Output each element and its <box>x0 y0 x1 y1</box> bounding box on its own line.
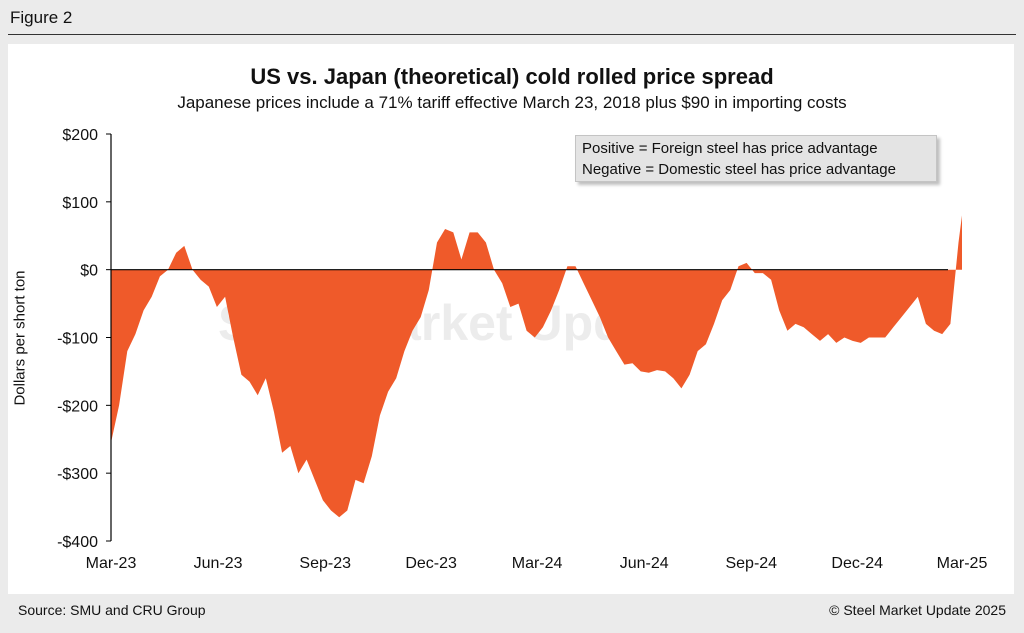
spread-area <box>111 215 962 518</box>
x-tick-label: Jun-24 <box>620 555 669 572</box>
figure-label: Figure 2 <box>10 8 73 27</box>
copyright-note: © Steel Market Update 2025 <box>829 602 1006 618</box>
figure-divider <box>8 34 1016 35</box>
y-tick-label: $0 <box>80 263 98 280</box>
legend-note-negative: Negative = Domestic steel has price adva… <box>582 161 896 178</box>
x-tick-label: Mar-25 <box>937 555 988 572</box>
x-tick-label: Mar-23 <box>86 555 137 572</box>
x-tick-label: Sep-24 <box>725 555 777 572</box>
source-note: Source: SMU and CRU Group <box>18 602 206 618</box>
x-tick-label: Jun-23 <box>194 555 243 572</box>
x-tick-label: Dec-23 <box>405 555 457 572</box>
legend-note-positive: Positive = Foreign steel has price advan… <box>582 140 878 157</box>
legend-note: Positive = Foreign steel has price advan… <box>575 135 937 182</box>
x-tick-label: Mar-24 <box>512 555 563 572</box>
x-tick-label: Sep-23 <box>299 555 351 572</box>
y-tick-label: -$100 <box>57 331 98 348</box>
chart-title: US vs. Japan (theoretical) cold rolled p… <box>250 64 774 89</box>
y-tick-label: -$200 <box>57 398 98 415</box>
x-tick-label: Dec-24 <box>831 555 883 572</box>
y-axis-label: Dollars per short ton <box>11 270 29 406</box>
y-tick-label: -$300 <box>57 466 98 483</box>
y-tick-label: $100 <box>62 195 98 212</box>
chart-subtitle: Japanese prices include a 71% tariff eff… <box>177 93 847 112</box>
y-tick-label: $200 <box>62 127 98 144</box>
y-tick-label: -$400 <box>57 534 98 551</box>
